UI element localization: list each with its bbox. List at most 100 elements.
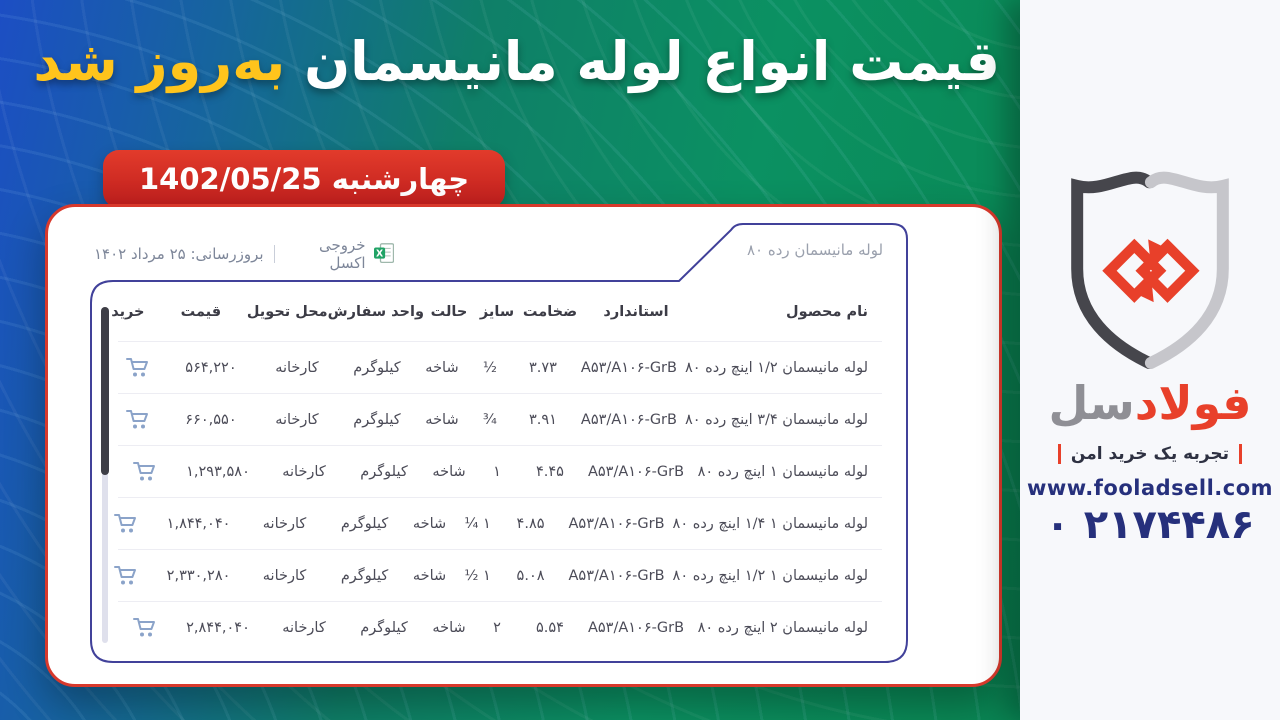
table-header-row: نام محصول استاندارد ضخامت سایز حالت واحد…	[111, 283, 882, 341]
phone-number: ۰ ۲۱۷۴۴۸۶	[1045, 502, 1255, 548]
table-row: لوله مانیسمان ۱ ۱/۴ اینچ رده ۸۰ A۵۳/A۱۰۶…	[113, 497, 882, 549]
header-standard: استاندارد	[603, 304, 669, 320]
last-update-text: بروزرسانی: ۲۵ مرداد ۱۴۰۲	[94, 245, 264, 263]
cell-standard: A۵۳/A۱۰۶-GrB	[568, 515, 665, 532]
cell-order-unit: کیلوگرم	[340, 567, 389, 584]
date-badge: چهارشنبه 1402/05/25	[103, 150, 506, 208]
header-order-unit: واحد سفارش	[327, 304, 424, 320]
header-price: قیمت	[180, 304, 222, 320]
add-to-cart-button[interactable]	[113, 513, 138, 535]
website-url: www.fooladsell.com	[1026, 476, 1274, 500]
cell-order-unit: کیلوگرم	[340, 515, 389, 532]
page-title-main: قیمت انواع لوله مانیسمان	[304, 30, 1001, 93]
cell-standard: A۵۳/A۱۰۶-GrB	[580, 411, 677, 428]
cell-size: ۲	[493, 619, 501, 636]
cell-product-name: لوله مانیسمان ۱/۲ اینچ رده ۸۰	[684, 359, 868, 376]
table-row: لوله مانیسمان ۱/۲ اینچ رده ۸۰ A۵۳/A۱۰۶-G…	[118, 341, 882, 393]
excel-export-button[interactable]: X خروجی اکسل	[285, 236, 395, 272]
header-state: حالت	[430, 304, 468, 320]
add-to-cart-button[interactable]	[125, 409, 150, 431]
price-card: X خروجی اکسل بروزرسانی: ۲۵ مرداد ۱۴۰۲ لو…	[45, 204, 1002, 687]
cart-icon[interactable]	[113, 513, 138, 535]
brand-tagline-text: تجربه یک خرید امن	[1057, 444, 1243, 464]
cell-price: ۲,۸۴۴,۰۴۰	[186, 619, 250, 636]
header-buy: خرید	[111, 304, 145, 320]
cell-order-unit: کیلوگرم	[353, 359, 401, 376]
cell-delivery-place: کارخانه	[282, 463, 326, 480]
cell-product-name: لوله مانیسمان ۱ اینچ رده ۸۰	[697, 463, 868, 480]
cell-thickness: ۵.۰۸	[516, 567, 545, 584]
brand-panel: فولادسل تجربه یک خرید امن www.fooladsell…	[1020, 0, 1280, 720]
header-product-name: نام محصول	[786, 304, 868, 320]
cell-thickness: ۳.۷۳	[528, 359, 557, 376]
cell-delivery-place: کارخانه	[275, 411, 319, 428]
shield-infinity-logo-icon	[1045, 162, 1255, 374]
cell-standard: A۵۳/A۱۰۶-GrB	[587, 463, 685, 480]
table-scrollbar-track[interactable]	[102, 307, 108, 643]
cell-thickness: ۵.۵۴	[536, 619, 564, 636]
table-scrollbar-thumb[interactable]	[101, 307, 109, 475]
cell-state: شاخه	[425, 359, 459, 376]
date-badge-label: چهارشنبه 1402/05/25	[139, 162, 470, 196]
cell-product-name: لوله مانیسمان ۱ ۱/۴ اینچ رده ۸۰	[672, 515, 868, 532]
cell-size: ۱	[493, 463, 501, 480]
cell-state: شاخه	[432, 619, 466, 636]
header-thickness: ضخامت	[522, 304, 578, 320]
cart-icon[interactable]	[113, 565, 138, 587]
cart-icon[interactable]	[125, 357, 150, 379]
cart-icon[interactable]	[133, 461, 157, 483]
table-row: لوله مانیسمان ۲ اینچ رده ۸۰ A۵۳/A۱۰۶-GrB…	[118, 601, 882, 653]
cell-standard: A۵۳/A۱۰۶-GrB	[587, 619, 685, 636]
brand-part-red: فولاد	[1134, 376, 1253, 430]
cell-price: ۵۶۴,۲۲۰	[185, 359, 237, 376]
header-size: سایز	[479, 304, 515, 320]
cell-size: ½	[482, 359, 497, 376]
page-title-highlight: به‌روز شد	[33, 30, 286, 93]
cell-product-name: لوله مانیسمان ۲ اینچ رده ۸۰	[697, 619, 868, 636]
add-to-cart-button[interactable]	[133, 461, 157, 483]
excel-export-label[interactable]: خروجی اکسل	[319, 236, 366, 272]
cell-order-unit: کیلوگرم	[360, 463, 408, 480]
table-row: لوله مانیسمان ۱ ۱/۲ اینچ رده ۸۰ A۵۳/A۱۰۶…	[113, 549, 882, 601]
cell-size: ۱ ¼	[464, 515, 491, 532]
excel-icon[interactable]: X	[373, 242, 394, 266]
cell-thickness: ۳.۹۱	[528, 411, 557, 428]
card-toolbar: X خروجی اکسل بروزرسانی: ۲۵ مرداد ۱۴۰۲	[94, 236, 394, 272]
cell-standard: A۵۳/A۱۰۶-GrB	[580, 359, 677, 376]
cell-state: شاخه	[412, 515, 447, 532]
page-title: قیمت انواع لوله مانیسمان به‌روز شد	[33, 30, 1001, 93]
header-delivery-place: محل تحویل	[246, 304, 328, 320]
add-to-cart-button[interactable]	[125, 357, 150, 379]
cell-price: ۶۶۰,۵۵۰	[185, 411, 237, 428]
cell-price: ۱,۸۴۴,۰۴۰	[166, 515, 231, 532]
cell-size: ۱ ½	[464, 567, 491, 584]
brand-tagline: تجربه یک خرید امن	[1020, 444, 1280, 464]
price-table: نام محصول استاندارد ضخامت سایز حالت واحد…	[111, 283, 882, 653]
add-to-cart-button[interactable]	[133, 617, 157, 639]
table-body: لوله مانیسمان ۱/۲ اینچ رده ۸۰ A۵۳/A۱۰۶-G…	[113, 341, 882, 653]
cell-standard: A۵۳/A۱۰۶-GrB	[568, 567, 665, 584]
cell-price: ۱,۲۹۳,۵۸۰	[186, 463, 250, 480]
add-to-cart-button[interactable]	[113, 565, 138, 587]
cell-price: ۲,۳۳۰,۲۸۰	[166, 567, 231, 584]
table-row: لوله مانیسمان ۳/۴ اینچ رده ۸۰ A۵۳/A۱۰۶-G…	[118, 393, 882, 445]
toolbar-divider	[273, 245, 275, 263]
brand-part-gray: سل	[1048, 376, 1135, 430]
table-tab-outline	[90, 223, 908, 663]
brand-wordmark: فولادسل	[1020, 376, 1280, 430]
tab-pipe-schedule-80[interactable]: لوله مانیسمان رده ۸۰	[746, 241, 884, 259]
price-table-container: لوله مانیسمان رده ۸۰ نام محصول استاندارد…	[90, 223, 908, 663]
cell-delivery-place: کارخانه	[262, 567, 307, 584]
cell-thickness: ۴.۸۵	[516, 515, 545, 532]
cart-icon[interactable]	[125, 409, 150, 431]
cell-product-name: لوله مانیسمان ۳/۴ اینچ رده ۸۰	[684, 411, 868, 428]
cell-order-unit: کیلوگرم	[360, 619, 408, 636]
cell-state: شاخه	[425, 411, 459, 428]
cart-icon[interactable]	[133, 617, 157, 639]
cell-delivery-place: کارخانه	[262, 515, 307, 532]
svg-text:X: X	[376, 248, 383, 259]
cell-state: شاخه	[412, 567, 447, 584]
table-row: لوله مانیسمان ۱ اینچ رده ۸۰ A۵۳/A۱۰۶-GrB…	[118, 445, 882, 497]
cell-thickness: ۴.۴۵	[536, 463, 564, 480]
